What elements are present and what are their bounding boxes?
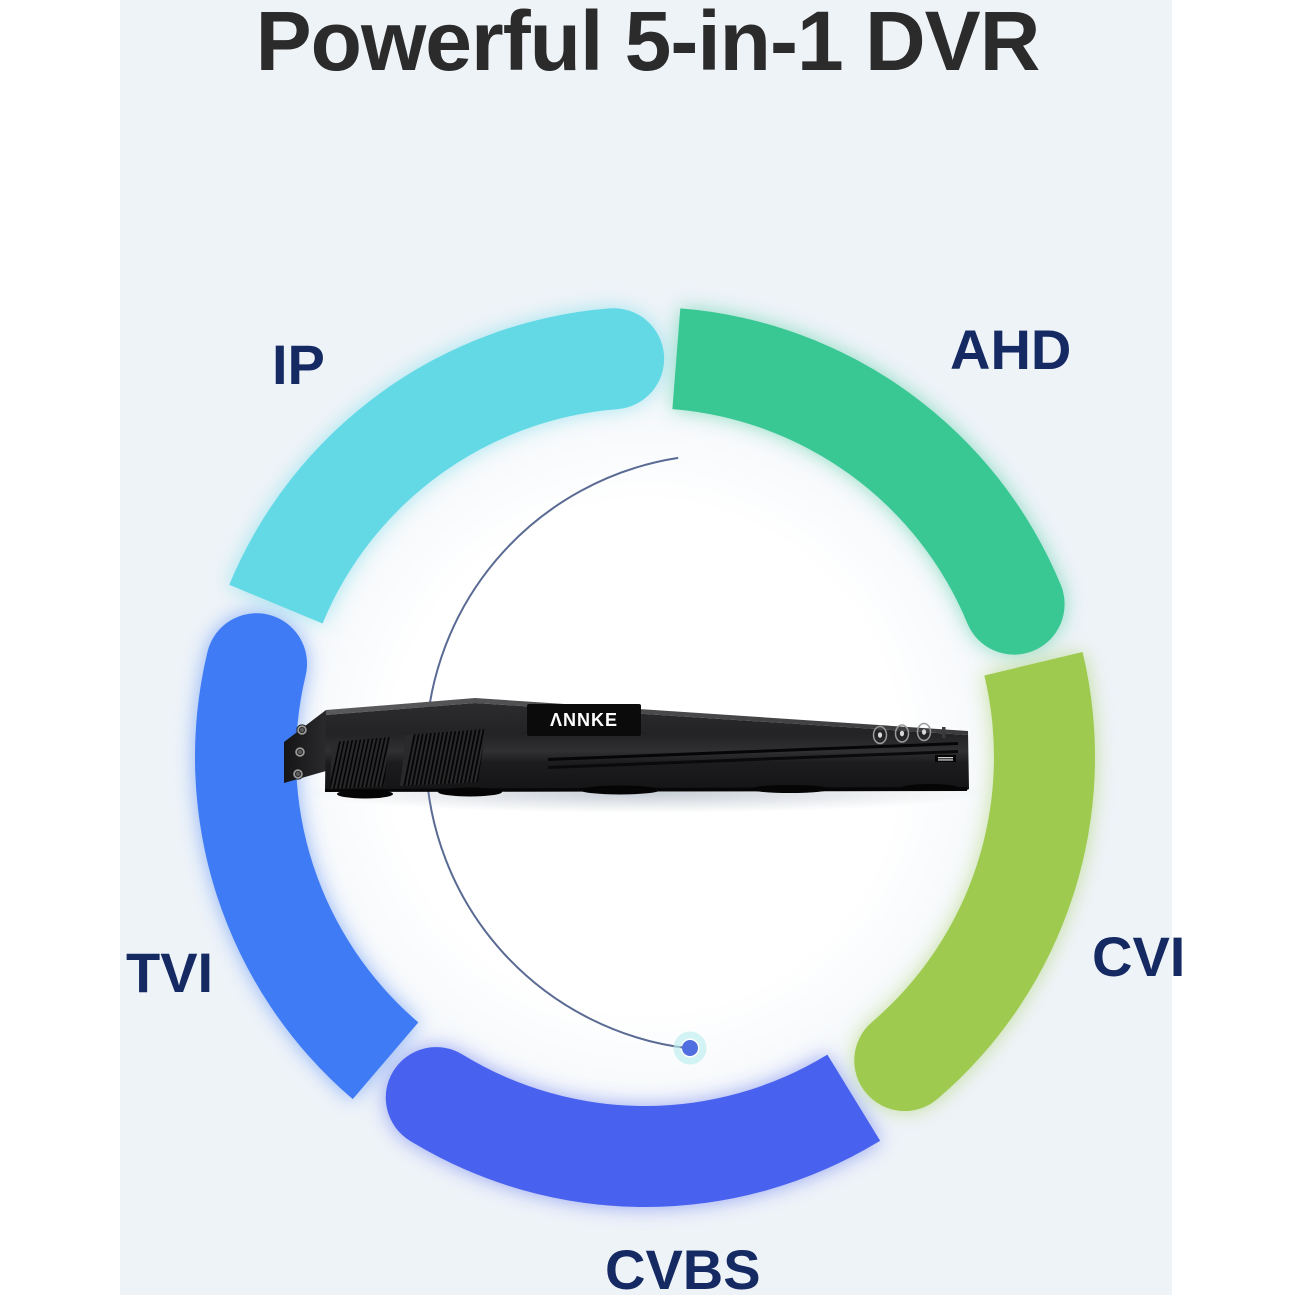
svg-text:ΛNNKE: ΛNNKE (550, 710, 618, 730)
